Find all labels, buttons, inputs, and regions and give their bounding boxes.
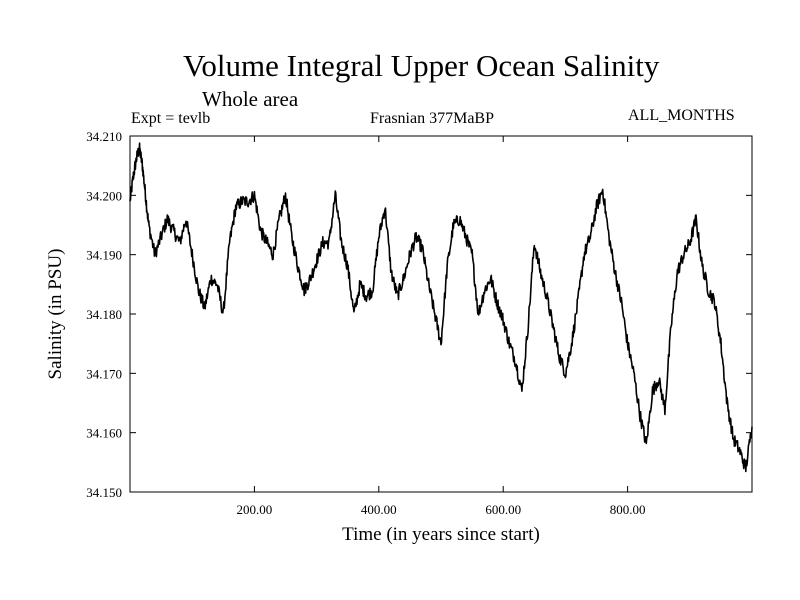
x-tick-label: 800.00: [610, 502, 646, 517]
salinity-series-line: [129, 142, 753, 473]
experiment-label: Expt = tevlb: [131, 110, 211, 127]
x-tick-label: 400.00: [361, 502, 397, 517]
x-axis: 200.00 400.00 600.00 800.00: [237, 136, 646, 517]
period-label: Frasnian 377MaBP: [370, 110, 494, 127]
plot-frame: [129, 135, 753, 493]
x-tick-label: 600.00: [485, 502, 521, 517]
y-tick-label: 34.210: [86, 129, 122, 144]
y-tick-label: 34.190: [86, 248, 122, 263]
x-axis-label: Time (in years since start): [342, 524, 540, 545]
y-axis: 34.150 34.160 34.170 34.180 34.190 34.200 34.2…: [86, 129, 752, 500]
months-label: ALL_MONTHS: [628, 107, 735, 124]
y-axis-label: Salinity (in PSU): [45, 249, 66, 380]
x-tick-label: 200.00: [237, 502, 273, 517]
y-tick-label: 34.200: [86, 188, 122, 203]
y-tick-label: 34.160: [86, 426, 122, 441]
y-tick-label: 34.170: [86, 366, 122, 381]
y-tick-label: 34.150: [86, 485, 122, 500]
y-tick-label: 34.180: [86, 307, 122, 322]
chart-title: Volume Integral Upper Ocean Salinity: [183, 48, 660, 83]
chart-subtitle: Whole area: [202, 87, 299, 111]
